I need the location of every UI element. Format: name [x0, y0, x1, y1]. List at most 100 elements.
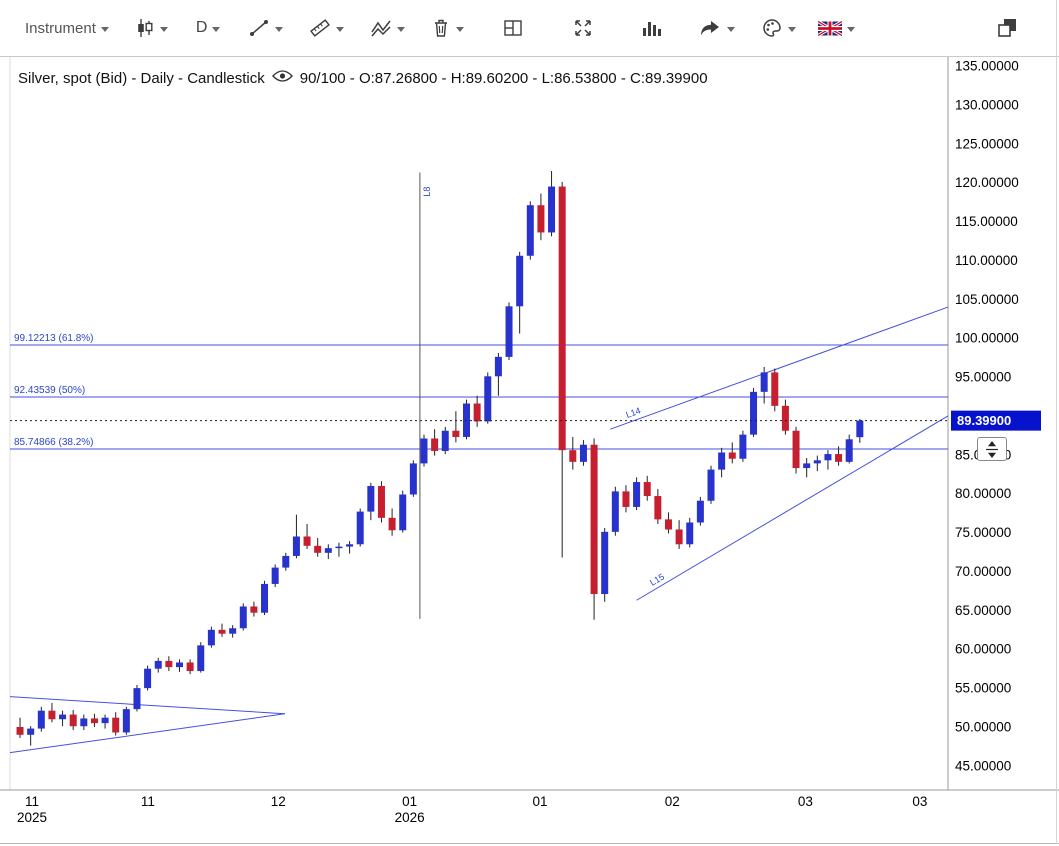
- candle-body: [728, 452, 736, 459]
- candle-body: [760, 372, 768, 392]
- price-axis-label: 115.00000: [955, 214, 1018, 229]
- instrument-selector[interactable]: Instrument: [25, 20, 109, 37]
- chevron-down-icon: [336, 26, 345, 32]
- current-price-badge-text: 89.39900: [957, 413, 1011, 428]
- timeframe-selector[interactable]: D: [196, 19, 221, 37]
- layout-split-button[interactable]: [502, 17, 524, 39]
- candle-body: [303, 536, 311, 546]
- trend-line[interactable]: [9, 713, 285, 754]
- share-button[interactable]: [698, 18, 736, 38]
- candle-body: [207, 629, 215, 646]
- trend-line-tools-button[interactable]: [248, 18, 284, 38]
- instrument-label: Instrument: [25, 19, 96, 37]
- layout-grid-icon: [502, 17, 524, 39]
- price-axis-label: 50.00000: [955, 720, 1011, 735]
- candle-body: [282, 555, 290, 568]
- candle-body: [548, 186, 556, 233]
- trend-line-icon: [248, 18, 270, 38]
- candle-body: [739, 434, 747, 459]
- candle-body: [314, 545, 322, 553]
- candle-body: [165, 660, 173, 668]
- candle-body: [781, 405, 789, 431]
- candle-body: [654, 496, 662, 520]
- detach-windows-icon: [995, 16, 1019, 40]
- chevron-down-icon: [456, 26, 465, 32]
- chart-toolbar: Instrument D: [0, 0, 1059, 57]
- candle-body: [80, 718, 88, 727]
- candle-body: [611, 491, 619, 532]
- candle-body: [526, 205, 534, 256]
- zigzag-indicator-icon: [370, 18, 392, 38]
- chart-ohlc-info: 90/100 - O:87.26800 - H:89.60200 - L:86.…: [299, 69, 708, 87]
- candle-body: [399, 494, 407, 531]
- fib-level-label: 85.74866 (38.2%): [14, 437, 94, 448]
- candle-body: [824, 454, 832, 461]
- fullscreen-button[interactable]: [572, 17, 594, 39]
- price-axis-label: 70.00000: [955, 564, 1011, 579]
- chart-title-text: Silver, spot (Bid) - Daily - Candlestick: [18, 69, 265, 87]
- candle-body: [367, 485, 375, 512]
- trend-line[interactable]: [636, 415, 949, 601]
- candle-body: [346, 544, 354, 547]
- candle-body: [643, 482, 651, 497]
- candle-body: [707, 469, 715, 501]
- share-arrow-icon: [698, 18, 722, 38]
- theme-button[interactable]: [761, 17, 797, 39]
- candle-body: [101, 717, 109, 724]
- candle-body: [601, 531, 609, 595]
- indicators-button[interactable]: [370, 18, 406, 38]
- price-axis-label: 80.00000: [955, 486, 1011, 501]
- fullscreen-expand-icon: [572, 17, 594, 39]
- chevron-down-icon: [788, 26, 797, 32]
- trend-line[interactable]: [9, 696, 285, 715]
- candle-body: [579, 444, 587, 462]
- chevron-down-icon: [397, 26, 406, 32]
- price-axis-label: 135.00000: [955, 59, 1019, 74]
- candle-body: [37, 710, 45, 729]
- candle-body: [186, 662, 194, 672]
- window-bottom-edge: [0, 843, 1059, 844]
- time-axis-label: 03: [912, 794, 927, 809]
- candle-body: [537, 205, 545, 233]
- candle-body: [835, 454, 843, 462]
- measure-tool-button[interactable]: [309, 17, 345, 39]
- candle-body: [771, 372, 779, 406]
- delete-drawings-button[interactable]: [431, 17, 465, 39]
- price-scale-reset-button[interactable]: [977, 437, 1007, 461]
- detach-window-button[interactable]: [995, 16, 1019, 40]
- candle-body: [431, 438, 439, 451]
- current-price-badge: [951, 410, 1041, 431]
- fib-level-label: 92.43539 (50%): [14, 385, 85, 396]
- time-axis-label: 03: [798, 794, 813, 809]
- trend-line-label: L15: [648, 572, 666, 588]
- trash-icon: [431, 17, 451, 39]
- price-axis-label: 120.00000: [955, 175, 1019, 190]
- candle-body: [558, 186, 566, 451]
- language-button[interactable]: [818, 20, 856, 36]
- chevron-down-icon: [212, 26, 221, 32]
- price-axis-label: 65.00000: [955, 603, 1011, 618]
- candle-body: [48, 710, 56, 720]
- time-axis-label: 01: [532, 794, 547, 809]
- candle-body: [569, 450, 577, 462]
- candle-body: [218, 629, 226, 634]
- candle-body: [633, 482, 641, 507]
- candle-body: [484, 376, 492, 422]
- ruler-icon: [309, 17, 331, 39]
- candle-body: [175, 662, 183, 668]
- chevron-down-icon: [159, 26, 168, 32]
- candle-body: [144, 668, 152, 689]
- trend-line[interactable]: [610, 306, 949, 430]
- candle-body: [420, 438, 428, 464]
- candle-body: [112, 717, 120, 733]
- candle-body: [16, 727, 24, 735]
- chart-type-button[interactable]: [135, 17, 168, 39]
- candle-body: [388, 517, 396, 531]
- candle-body: [133, 688, 141, 710]
- candle-body: [473, 403, 481, 422]
- volume-button[interactable]: [640, 18, 662, 38]
- candle-body: [356, 511, 364, 545]
- candle-body: [271, 567, 279, 584]
- eye-icon[interactable]: [271, 69, 293, 87]
